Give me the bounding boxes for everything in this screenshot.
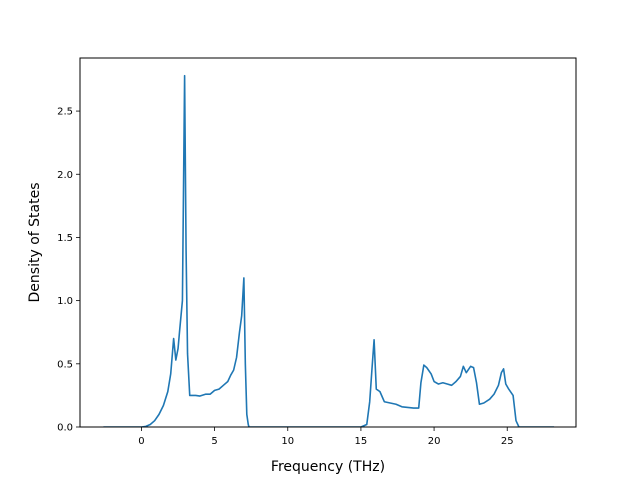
plot-area [103,74,555,427]
y-tick-label: 2.0 [57,170,73,181]
y-tick-label: 0.0 [57,423,73,434]
y-tick-label: 0.5 [57,359,73,370]
x-axis: 0 5 10 15 20 25 [138,427,514,447]
axes-frame [79,57,577,428]
x-tick-label: 0 [138,436,144,447]
y-tick-label: 1.0 [57,296,73,307]
y-axis-label: Density of States [27,183,43,303]
dos-series-line-0 [103,74,555,427]
y-axis: 0.0 0.5 1.0 1.5 2.0 2.5 [57,107,80,434]
y-tick-label: 1.5 [57,233,73,244]
x-axis-label: Frequency (THz) [271,459,385,475]
x-tick-label: 25 [501,436,514,447]
y-tick-label: 2.5 [57,107,73,118]
x-tick-label: 15 [355,436,368,447]
x-tick-label: 10 [281,436,294,447]
x-tick-label: 20 [428,436,441,447]
x-tick-label: 5 [211,436,217,447]
